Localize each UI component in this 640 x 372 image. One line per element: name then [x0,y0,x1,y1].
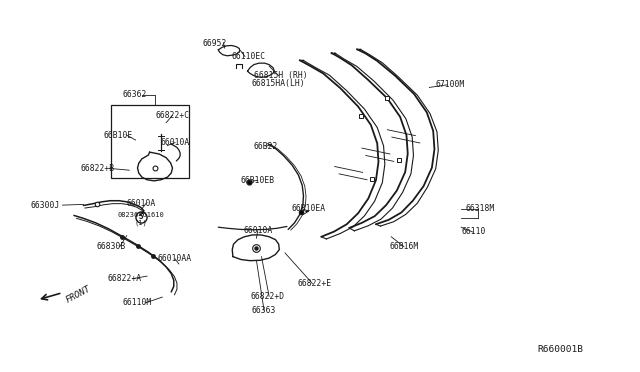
Text: 66815H (RH): 66815H (RH) [254,71,307,80]
Text: (1): (1) [134,219,147,226]
Bar [111,105,189,178]
Text: 66010AA: 66010AA [158,254,192,263]
Text: 66110: 66110 [461,228,486,237]
Text: 66110M: 66110M [122,298,152,308]
Text: FRONT: FRONT [65,284,92,305]
Text: 66362: 66362 [122,90,147,99]
Text: 66B10E: 66B10E [103,131,132,140]
Text: 66B16M: 66B16M [389,242,419,251]
Text: 66822+A: 66822+A [107,274,141,283]
Text: 66952: 66952 [203,39,227,48]
Text: S: S [138,212,143,221]
Text: 66822+E: 66822+E [298,279,332,288]
Text: 66010A: 66010A [126,199,156,208]
Text: 66010A: 66010A [243,227,272,235]
Text: 66822+B: 66822+B [81,164,115,173]
Text: 66110EC: 66110EC [232,52,266,61]
Text: 66010A: 66010A [161,138,189,147]
Text: 66822+C: 66822+C [156,111,189,120]
Text: 66300J: 66300J [31,201,60,210]
Text: 66363: 66363 [252,306,276,315]
Text: 66318M: 66318M [466,204,495,213]
Text: 66B10EB: 66B10EB [241,176,275,185]
Text: 66830B: 66830B [97,242,126,251]
Text: 66815HA(LH): 66815HA(LH) [252,79,305,88]
Text: R660001B: R660001B [538,345,583,354]
Text: 66B10EA: 66B10EA [291,204,326,213]
Text: 66B22: 66B22 [254,142,278,151]
Text: 66822+D: 66822+D [251,292,285,301]
Text: 08236-61610: 08236-61610 [117,212,164,218]
Text: 67100M: 67100M [436,80,465,89]
